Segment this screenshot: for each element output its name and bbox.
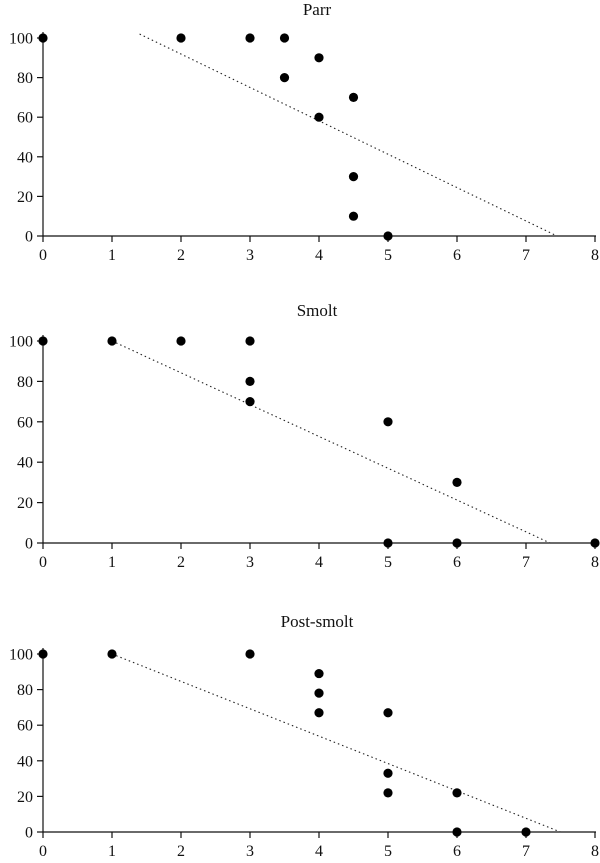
data-point [245, 336, 255, 346]
x-tick-label: 0 [39, 247, 47, 264]
x-tick-label: 5 [384, 843, 392, 860]
data-point [452, 788, 462, 798]
x-tick-label: 2 [177, 843, 185, 860]
x-tick-label: 7 [522, 247, 530, 264]
y-tick-label: 100 [9, 334, 33, 351]
y-tick-label: 0 [25, 229, 33, 246]
x-tick-label: 7 [522, 843, 530, 860]
y-tick-label: 60 [17, 414, 33, 431]
x-tick-label: 4 [315, 843, 323, 860]
data-point [314, 688, 324, 698]
data-point [348, 211, 359, 221]
x-tick-label: 1 [108, 554, 116, 571]
x-tick-label: 8 [591, 843, 599, 860]
data-point [590, 538, 600, 548]
data-point [348, 172, 359, 182]
data-point [452, 827, 462, 837]
data-point [383, 788, 393, 798]
data-point [176, 33, 186, 43]
data-point [245, 397, 255, 407]
x-tick-label: 3 [246, 247, 254, 264]
data-point [383, 768, 393, 778]
chart-title: Post-smolt [281, 612, 354, 631]
data-point [383, 417, 393, 427]
data-point [348, 92, 359, 102]
x-tick-label: 6 [453, 247, 461, 264]
y-tick-label: 80 [17, 374, 33, 391]
data-point [38, 336, 48, 346]
data-point [38, 33, 48, 43]
x-tick-label: 2 [177, 247, 185, 264]
x-tick-label: 0 [39, 554, 47, 571]
data-point [314, 112, 324, 122]
x-tick-label: 6 [453, 843, 461, 860]
x-tick-label: 2 [177, 554, 185, 571]
y-tick-label: 20 [17, 495, 33, 512]
x-tick-label: 8 [591, 554, 599, 571]
x-tick-label: 5 [384, 247, 392, 264]
y-tick-label: 60 [17, 110, 33, 127]
y-tick-label: 80 [17, 682, 33, 699]
data-point [176, 336, 186, 346]
x-tick-label: 3 [246, 554, 254, 571]
y-tick-label: 80 [17, 70, 33, 87]
data-point [383, 231, 393, 241]
chart-title: Parr [303, 0, 332, 19]
data-point [107, 649, 117, 659]
y-tick-label: 40 [17, 455, 33, 472]
data-point [521, 827, 531, 837]
data-point [314, 53, 324, 63]
data-point [245, 649, 255, 659]
data-point [452, 538, 462, 548]
x-tick-label: 1 [108, 247, 116, 264]
y-tick-label: 40 [17, 149, 33, 166]
x-tick-label: 5 [384, 554, 392, 571]
data-point [38, 649, 48, 659]
y-tick-label: 100 [9, 31, 33, 48]
data-point [279, 73, 290, 83]
x-tick-label: 3 [246, 843, 254, 860]
data-point [314, 708, 324, 718]
chart-title: Smolt [297, 301, 338, 320]
x-tick-label: 6 [453, 554, 461, 571]
data-point [452, 477, 462, 487]
data-point [107, 336, 117, 346]
data-point [383, 538, 393, 548]
trend-line [111, 653, 561, 833]
trend-line [139, 33, 558, 237]
x-tick-label: 1 [108, 843, 116, 860]
x-tick-label: 4 [315, 554, 323, 571]
data-point [245, 33, 255, 43]
y-tick-label: 0 [25, 825, 33, 842]
x-tick-label: 4 [315, 247, 323, 264]
y-tick-label: 20 [17, 789, 33, 806]
trend-line [111, 340, 551, 544]
x-tick-label: 7 [522, 554, 530, 571]
y-tick-label: 0 [25, 536, 33, 553]
x-tick-label: 8 [591, 247, 599, 264]
x-tick-label: 0 [39, 843, 47, 860]
y-tick-label: 100 [9, 647, 33, 664]
data-point [314, 668, 324, 679]
data-point [245, 376, 255, 386]
y-tick-label: 60 [17, 718, 33, 735]
y-tick-label: 20 [17, 189, 33, 206]
data-point [383, 708, 393, 718]
data-point [279, 33, 290, 43]
y-tick-label: 40 [17, 753, 33, 770]
